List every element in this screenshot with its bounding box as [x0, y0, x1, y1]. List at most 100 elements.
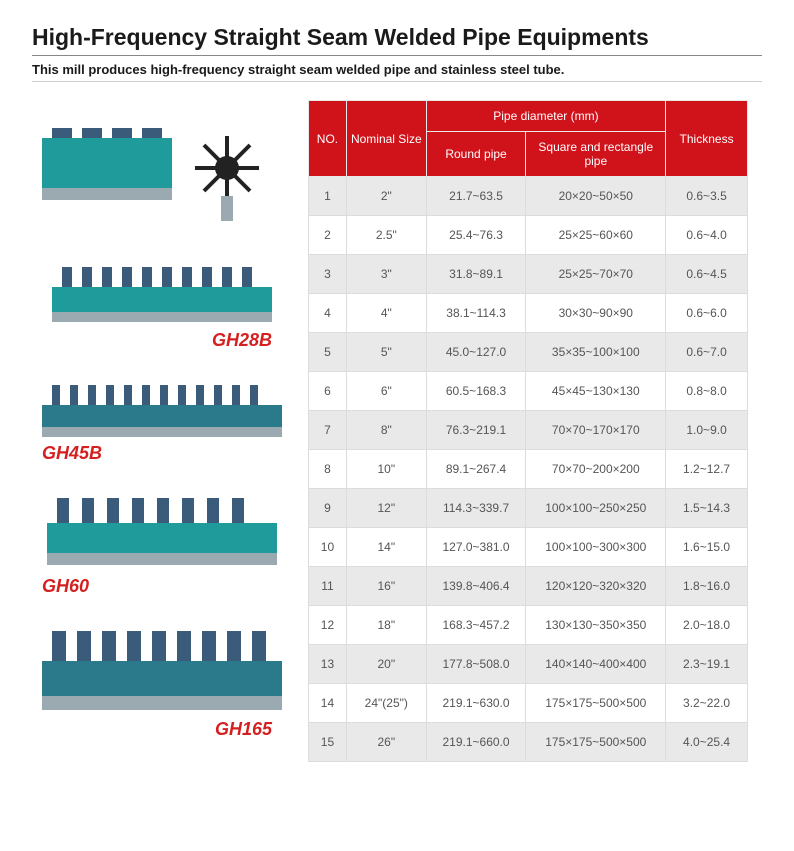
table-row: 810"89.1~267.470×70~200×2001.2~12.7 — [309, 450, 748, 489]
cell-no: 1 — [309, 177, 347, 216]
cell-no: 7 — [309, 411, 347, 450]
cell-thickness: 0.8~8.0 — [666, 372, 748, 411]
spec-table: NO. Nominal Size Pipe diameter (mm) Thic… — [308, 100, 748, 762]
page-subtitle: This mill produces high-frequency straig… — [32, 62, 762, 82]
cell-thickness: 2.0~18.0 — [666, 606, 748, 645]
cell-thickness: 0.6~7.0 — [666, 333, 748, 372]
table-row: 33"31.8~89.125×25~70×700.6~4.5 — [309, 255, 748, 294]
cell-no: 5 — [309, 333, 347, 372]
cell-thickness: 1.2~12.7 — [666, 450, 748, 489]
cell-size: 6" — [346, 372, 426, 411]
table-row: 1014"127.0~381.0100×100~300×3001.6~15.0 — [309, 528, 748, 567]
cell-square: 140×140~400×400 — [526, 645, 666, 684]
machine-image — [32, 355, 292, 445]
table-row: 912"114.3~339.7100×100~250×2501.5~14.3 — [309, 489, 748, 528]
cell-round: 89.1~267.4 — [426, 450, 526, 489]
cell-no: 15 — [309, 723, 347, 762]
cell-thickness: 2.3~19.1 — [666, 645, 748, 684]
machine-label: GH45B — [32, 443, 102, 464]
table-row: 12"21.7~63.520×20~50×500.6~3.5 — [309, 177, 748, 216]
machine-block: GH28B — [32, 232, 292, 351]
cell-no: 6 — [309, 372, 347, 411]
cell-size: 2" — [346, 177, 426, 216]
cell-thickness: 1.8~16.0 — [666, 567, 748, 606]
cell-square: 35×35~100×100 — [526, 333, 666, 372]
content-row: GH28B GH45B — [32, 100, 762, 762]
cell-square: 45×45~130×130 — [526, 372, 666, 411]
cell-square: 100×100~300×300 — [526, 528, 666, 567]
machine-block — [32, 108, 292, 228]
table-row: 1526"219.1~660.0175×175~500×5004.0~25.4 — [309, 723, 748, 762]
cell-size: 24"(25") — [346, 684, 426, 723]
table-body: 12"21.7~63.520×20~50×500.6~3.522.5"25.4~… — [309, 177, 748, 762]
cell-size: 18" — [346, 606, 426, 645]
cell-round: 21.7~63.5 — [426, 177, 526, 216]
table-row: 1116"139.8~406.4120×120~320×3201.8~16.0 — [309, 567, 748, 606]
machine-label: GH60 — [32, 576, 89, 597]
cell-size: 14" — [346, 528, 426, 567]
table-header: NO. Nominal Size Pipe diameter (mm) Thic… — [309, 101, 748, 177]
cell-square: 70×70~200×200 — [526, 450, 666, 489]
cell-square: 25×25~60×60 — [526, 216, 666, 255]
cell-square: 30×30~90×90 — [526, 294, 666, 333]
table-row: 1320"177.8~508.0140×140~400×4002.3~19.1 — [309, 645, 748, 684]
cell-round: 114.3~339.7 — [426, 489, 526, 528]
col-header-square: Square and rectangle pipe — [526, 132, 666, 177]
cell-size: 16" — [346, 567, 426, 606]
machines-column: GH28B GH45B — [32, 100, 292, 762]
machine-label: GH165 — [215, 719, 292, 740]
cell-no: 14 — [309, 684, 347, 723]
machine-image — [32, 232, 292, 332]
cell-size: 4" — [346, 294, 426, 333]
cell-round: 45.0~127.0 — [426, 333, 526, 372]
cell-thickness: 3.2~22.0 — [666, 684, 748, 723]
machine-block: GH165 — [32, 601, 292, 740]
machine-block: GH60 — [32, 468, 292, 597]
machine-image — [32, 468, 292, 578]
cell-size: 2.5" — [346, 216, 426, 255]
machine-illustration-icon — [32, 232, 292, 332]
cell-square: 25×25~70×70 — [526, 255, 666, 294]
cell-round: 219.1~660.0 — [426, 723, 526, 762]
cell-no: 11 — [309, 567, 347, 606]
cell-thickness: 0.6~3.5 — [666, 177, 748, 216]
cell-thickness: 1.5~14.3 — [666, 489, 748, 528]
cell-round: 127.0~381.0 — [426, 528, 526, 567]
cell-square: 20×20~50×50 — [526, 177, 666, 216]
table-row: 66"60.5~168.345×45~130×1300.8~8.0 — [309, 372, 748, 411]
col-header-size: Nominal Size — [346, 101, 426, 177]
cell-round: 177.8~508.0 — [426, 645, 526, 684]
cell-size: 8" — [346, 411, 426, 450]
col-header-no: NO. — [309, 101, 347, 177]
cell-square: 175×175~500×500 — [526, 684, 666, 723]
cell-no: 9 — [309, 489, 347, 528]
cell-round: 31.8~89.1 — [426, 255, 526, 294]
cell-size: 10" — [346, 450, 426, 489]
cell-thickness: 0.6~4.5 — [666, 255, 748, 294]
machine-image — [32, 108, 292, 228]
machine-illustration-icon — [32, 468, 292, 578]
cell-round: 139.8~406.4 — [426, 567, 526, 606]
cell-thickness: 0.6~6.0 — [666, 294, 748, 333]
cell-size: 12" — [346, 489, 426, 528]
cell-square: 130×130~350×350 — [526, 606, 666, 645]
cell-no: 10 — [309, 528, 347, 567]
cell-round: 168.3~457.2 — [426, 606, 526, 645]
machine-illustration-icon — [32, 601, 292, 721]
cell-round: 38.1~114.3 — [426, 294, 526, 333]
table-row: 22.5"25.4~76.325×25~60×600.6~4.0 — [309, 216, 748, 255]
cell-square: 120×120~320×320 — [526, 567, 666, 606]
cell-size: 20" — [346, 645, 426, 684]
cell-thickness: 1.6~15.0 — [666, 528, 748, 567]
cell-no: 3 — [309, 255, 347, 294]
cell-size: 26" — [346, 723, 426, 762]
table-row: 78"76.3~219.170×70~170×1701.0~9.0 — [309, 411, 748, 450]
cell-square: 100×100~250×250 — [526, 489, 666, 528]
cell-no: 8 — [309, 450, 347, 489]
machine-label: GH28B — [212, 330, 292, 351]
table-row: 1424"(25")219.1~630.0175×175~500×5003.2~… — [309, 684, 748, 723]
cell-thickness: 4.0~25.4 — [666, 723, 748, 762]
cell-no: 13 — [309, 645, 347, 684]
cell-no: 12 — [309, 606, 347, 645]
machine-image — [32, 601, 292, 721]
